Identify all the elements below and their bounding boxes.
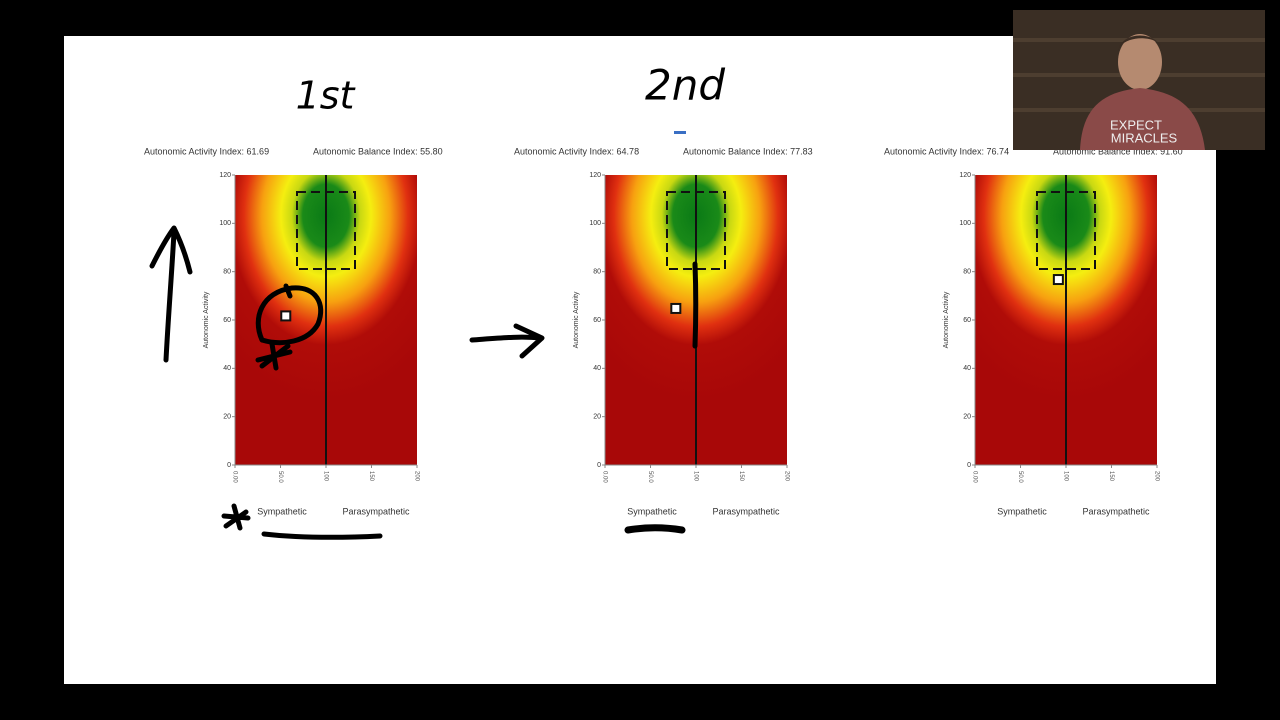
x-axis-label: Parasympathetic xyxy=(1082,506,1150,516)
chart-subtitle: Autonomic Activity Index: 64.78 xyxy=(514,146,639,156)
chart: Autonomic Activity Index: 76.74 Autonomic… xyxy=(884,146,1183,516)
chart: Autonomic Activity Index: 61.69 Autonomic… xyxy=(144,146,443,516)
data-point xyxy=(1052,274,1064,286)
x-tick-label: 100 xyxy=(322,471,328,482)
x-tick-label: 50.0 xyxy=(647,471,653,483)
y-tick-label: 120 xyxy=(589,172,601,179)
x-axis-label: Sympathetic xyxy=(997,506,1047,516)
y-tick-label: 20 xyxy=(593,414,601,421)
shirt-text: MIRACLES xyxy=(1111,130,1178,145)
y-tick-label: 0 xyxy=(597,462,601,469)
y-tick-label: 20 xyxy=(223,414,231,421)
webcam: EXPECT MIRACLES xyxy=(1013,10,1265,150)
y-tick-label: 0 xyxy=(967,462,971,469)
y-axis-label: Autonomic Activity xyxy=(203,291,210,348)
shirt-text: EXPECT xyxy=(1110,117,1162,132)
handwritten-note: 1st xyxy=(296,74,357,118)
x-tick-label: 150 xyxy=(1108,471,1114,482)
y-tick-label: 40 xyxy=(963,365,971,372)
ink xyxy=(149,131,699,540)
chart-subtitle: Autonomic Balance Index: 91.60 xyxy=(1053,146,1183,156)
handwritten-note: 2nd xyxy=(645,61,725,110)
y-tick-label: 80 xyxy=(223,269,231,276)
x-tick-label: 0.00 xyxy=(231,471,237,483)
x-tick-label: 150 xyxy=(368,471,374,482)
chart-subtitle: Autonomic Balance Index: 55.80 xyxy=(313,146,443,156)
y-axis-label: Autonomic Activity xyxy=(573,291,580,348)
y-tick-label: 0 xyxy=(227,462,231,469)
y-axis-label: Autonomic Activity xyxy=(943,291,950,348)
y-tick-label: 20 xyxy=(963,414,971,421)
chart: Autonomic Activity Index: 64.78 Autonomic… xyxy=(514,146,813,516)
y-tick-label: 120 xyxy=(219,172,231,179)
y-tick-label: 80 xyxy=(593,269,601,276)
data-point xyxy=(280,310,292,322)
y-tick-label: 80 xyxy=(963,269,971,276)
x-tick-label: 0.00 xyxy=(601,471,607,483)
x-tick-label: 50.0 xyxy=(1017,471,1023,483)
data-point xyxy=(670,302,682,314)
y-tick-label: 60 xyxy=(963,317,971,324)
y-tick-label: 60 xyxy=(223,317,231,324)
x-axis-label: Parasympathetic xyxy=(712,506,780,516)
x-tick-label: 200 xyxy=(1153,471,1159,482)
chart-subtitle: Autonomic Balance Index: 77.83 xyxy=(683,146,813,156)
chart-subtitle: Autonomic Activity Index: 61.69 xyxy=(144,146,269,156)
x-tick-label: 100 xyxy=(692,471,698,482)
y-tick-label: 40 xyxy=(593,365,601,372)
y-tick-label: 120 xyxy=(959,172,971,179)
x-axis-label: Sympathetic xyxy=(257,506,307,516)
x-tick-label: 200 xyxy=(413,471,419,482)
x-tick-label: 100 xyxy=(1062,471,1068,482)
y-tick-label: 100 xyxy=(219,220,231,227)
x-tick-label: 0.00 xyxy=(971,471,977,483)
charts: Autonomic Activity Index: 61.69 Autonomic… xyxy=(144,146,1183,516)
x-axis-label: Parasympathetic xyxy=(342,506,410,516)
y-tick-label: 40 xyxy=(223,365,231,372)
y-tick-label: 100 xyxy=(959,220,971,227)
y-tick-label: 100 xyxy=(589,220,601,227)
x-tick-label: 50.0 xyxy=(277,471,283,483)
x-tick-label: 150 xyxy=(738,471,744,482)
x-axis-label: Sympathetic xyxy=(627,506,677,516)
x-tick-label: 200 xyxy=(783,471,789,482)
y-tick-label: 60 xyxy=(593,317,601,324)
chart-subtitle: Autonomic Activity Index: 76.74 xyxy=(884,146,1009,156)
